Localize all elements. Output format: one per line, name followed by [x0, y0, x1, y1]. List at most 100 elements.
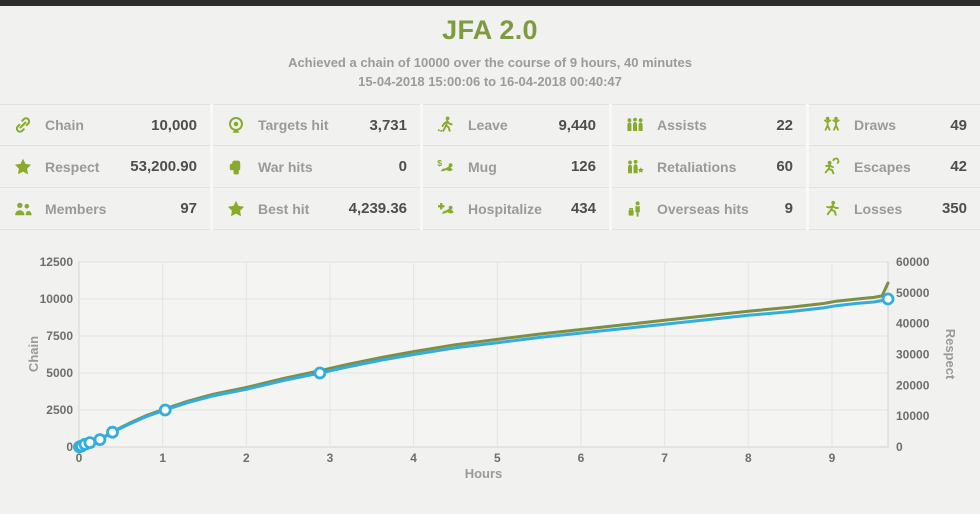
summary-line: Achieved a chain of 10000 over the cours…: [288, 55, 692, 70]
left-axis-tick: 12500: [40, 255, 74, 269]
stat-retaliations: Retaliations 60: [612, 146, 806, 188]
draws-icon: [822, 115, 842, 135]
target-icon: [226, 115, 246, 135]
date-range: 15-04-2018 15:00:06 to 16-04-2018 00:40:…: [358, 74, 622, 89]
right-axis-tick: 20000: [896, 378, 930, 392]
milestone-marker[interactable]: [106, 425, 119, 439]
members-icon: [13, 199, 33, 219]
fist-icon: [226, 157, 246, 177]
x-axis-tick: 3: [327, 451, 334, 465]
stat-label: Retaliations: [657, 158, 737, 175]
mug-icon: $: [436, 157, 456, 177]
respect-axis-label: Respect: [943, 329, 958, 380]
left-axis-tick: 5000: [46, 366, 73, 380]
stat-members: Members 97: [0, 188, 210, 230]
stat-label: Mug: [468, 158, 497, 175]
stat-label: Targets hit: [258, 117, 329, 133]
page-title: JFA 2.0: [442, 15, 538, 45]
stat-column-1: Chain 10,000 Respect 53,200.90 Members 97: [0, 104, 210, 230]
x-axis-tick: 1: [159, 451, 166, 465]
milestone-marker[interactable]: [313, 366, 327, 380]
stat-escapes: Escapes 42: [809, 146, 980, 188]
x-axis-tick: 4: [410, 451, 417, 465]
left-axis-tick: 2500: [46, 403, 73, 417]
stat-label: Draws: [854, 117, 897, 133]
x-axis-tick: 2: [243, 451, 250, 465]
link-icon: [13, 115, 33, 135]
chain-summary-text: Achieved a chain of 10000 over the cours…: [0, 53, 980, 91]
stat-value: 9,440: [558, 116, 596, 134]
x-axis-tick: 7: [661, 451, 668, 465]
stat-chain: Chain 10,000: [0, 104, 210, 146]
stat-column-3: Leave 9,440 $ Mug 126 Hospitalize 434: [420, 104, 609, 230]
stat-column-4: Assists 22 Retaliations 60 Overseas hits 9: [609, 104, 806, 230]
stat-label: Leave: [468, 117, 508, 133]
milestone-marker[interactable]: [83, 436, 97, 450]
stat-label: Hospitalize: [468, 200, 542, 217]
left-axis-tick: 7500: [46, 329, 73, 343]
hours-axis-label: Hours: [465, 466, 503, 481]
right-axis-tick: 30000: [896, 348, 930, 362]
top-bar: [0, 0, 980, 6]
stat-respect: Respect 53,200.90: [0, 146, 210, 188]
right-axis-tick: 50000: [896, 286, 930, 300]
stat-value: 434: [570, 200, 596, 217]
stat-label: Overseas hits: [657, 200, 749, 217]
chain-respect-chart: 0 2500 5000 7500 10000 12500 0 10000 20000 30000 4…: [26, 255, 958, 481]
stat-value: 42: [950, 158, 967, 175]
stat-value: 53,200.90: [130, 158, 197, 175]
stat-value: 9: [784, 200, 793, 217]
stat-label: Escapes: [854, 158, 911, 175]
stat-best-hit: Best hit 4,239.36: [213, 188, 420, 230]
right-axis-tick: 10000: [896, 409, 930, 423]
stat-label: Members: [45, 200, 107, 217]
stat-value: 10,000: [151, 116, 197, 134]
walk-icon: [436, 115, 456, 135]
right-axis-tick: 0: [896, 440, 903, 454]
stat-value: 97: [180, 200, 197, 217]
svg-text:$: $: [437, 158, 442, 168]
stat-label: Losses: [854, 200, 903, 217]
chart-area: 0 2500 5000 7500 10000 12500 0 10000 20000 30000 4…: [0, 240, 980, 511]
left-axis-tick: 10000: [40, 292, 74, 306]
right-axis-tick: 40000: [896, 317, 930, 331]
stat-label: Chain: [45, 117, 84, 133]
stat-overseas-hits: Overseas hits 9: [612, 188, 806, 230]
stat-mug: $ Mug 126: [423, 146, 609, 188]
milestone-marker[interactable]: [93, 433, 107, 447]
stat-label: Respect: [45, 158, 100, 175]
stat-value: 60: [776, 158, 793, 175]
stat-label: Assists: [657, 117, 707, 133]
retaliations-icon: [625, 157, 645, 177]
stat-war-hits: War hits 0: [213, 146, 420, 188]
x-axis-tick: 5: [494, 451, 501, 465]
x-axis-tick: 8: [745, 451, 752, 465]
stat-label: Best hit: [258, 200, 310, 217]
escapes-icon: [822, 157, 842, 177]
stats-grid: Chain 10,000 Respect 53,200.90 Members 97 Targ…: [0, 104, 980, 230]
stat-value: 4,239.36: [348, 200, 407, 217]
plot-area: [78, 261, 889, 448]
stat-losses: Losses 350: [809, 188, 980, 230]
stat-hospitalize: Hospitalize 434: [423, 188, 609, 230]
assists-icon: [625, 115, 645, 135]
left-axis-tick: 0: [66, 440, 73, 454]
hospitalize-icon: [436, 199, 456, 219]
stat-value: 3,731: [369, 116, 407, 134]
star-icon: [13, 157, 33, 177]
stat-column-5: Draws 49 Escapes 42 Losses 350: [806, 104, 980, 230]
chain-axis-label: Chain: [26, 336, 41, 372]
x-axis-tick: 6: [578, 451, 585, 465]
stat-value: 350: [941, 200, 967, 217]
right-axis-tick: 60000: [896, 255, 930, 269]
stat-targets-hit: Targets hit 3,731: [213, 104, 420, 146]
milestone-marker[interactable]: [158, 403, 172, 417]
stat-draws: Draws 49: [809, 104, 980, 146]
report-header: JFA 2.0 Achieved a chain of 10000 over t…: [0, 6, 980, 91]
milestone-marker[interactable]: [881, 292, 895, 306]
star-icon: [226, 199, 246, 219]
losses-icon: [822, 199, 842, 219]
stat-assists: Assists 22: [612, 104, 806, 146]
overseas-icon: [625, 199, 645, 219]
stat-leave: Leave 9,440: [423, 104, 609, 146]
